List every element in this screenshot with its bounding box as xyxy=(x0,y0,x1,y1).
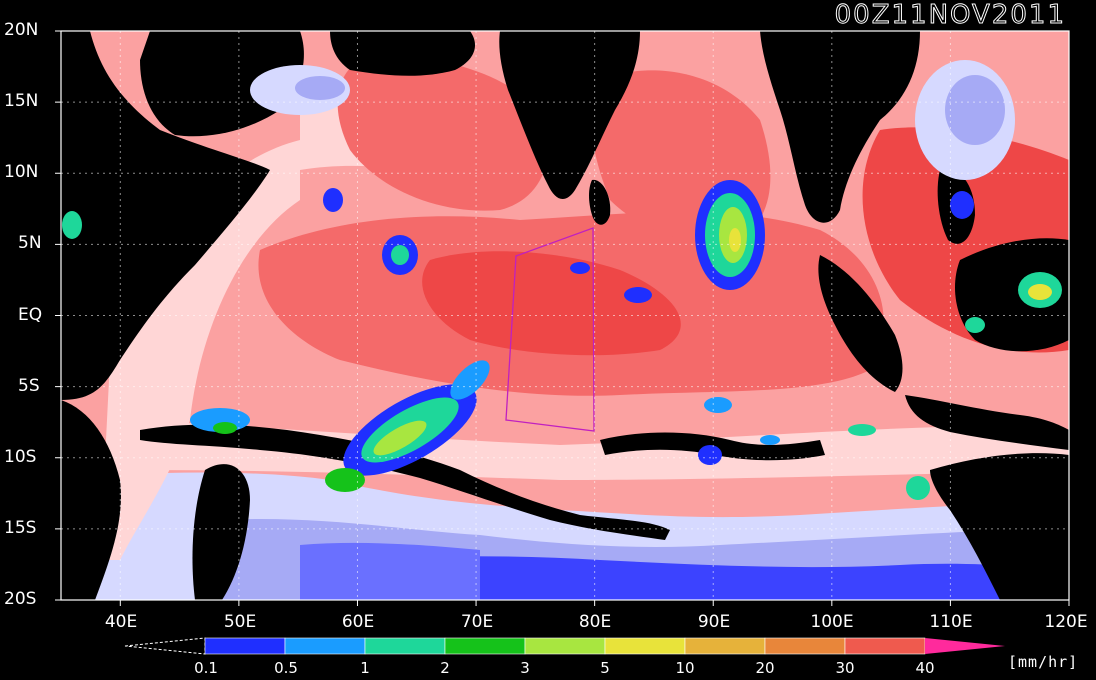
land-myanmar-indochina xyxy=(760,31,920,223)
lon-label-60e: 60E xyxy=(341,612,375,632)
rain-cluster-misc xyxy=(62,188,974,500)
colorbar xyxy=(124,637,1005,655)
land-southern-streak xyxy=(140,424,670,540)
colorbar-unit: [mm/hr] xyxy=(1008,653,1079,671)
colorbar-tick-0-1: 0.1 xyxy=(194,659,218,677)
lon-label-120e: 120E xyxy=(1044,612,1088,632)
cool-band-deep xyxy=(360,556,1050,600)
colorbar-tick-20: 20 xyxy=(755,659,775,677)
colorbar-swatch xyxy=(284,637,366,655)
colorbar-swatch xyxy=(364,637,446,655)
colorbar-swatch xyxy=(204,637,286,655)
colorbar-over-arrow xyxy=(925,638,1005,654)
ocean-max-core xyxy=(422,251,681,356)
land-madagascar xyxy=(192,464,250,600)
graticule xyxy=(61,31,1069,600)
rain-cluster-southwest xyxy=(190,360,490,492)
colorbar-tick-5: 5 xyxy=(600,659,610,677)
lat-label-15s: 15S xyxy=(4,518,37,538)
lon-label-80e: 80E xyxy=(578,612,612,632)
land-africa xyxy=(61,31,270,400)
timestamp-title: 00Z11NOV2011 xyxy=(834,0,1066,31)
rain-cluster-bay-of-bengal xyxy=(695,180,765,290)
colorbar-swatch xyxy=(764,637,846,655)
rain-cluster-borneo xyxy=(965,272,1062,333)
lon-label-50e: 50E xyxy=(223,612,257,632)
lat-label-eq: EQ xyxy=(18,305,43,325)
colorbar-swatch xyxy=(684,637,766,655)
colorbar-tick-3: 3 xyxy=(520,659,530,677)
colorbar-tick-10: 10 xyxy=(675,659,695,677)
lon-label-70e: 70E xyxy=(460,612,494,632)
land-sri-lanka xyxy=(589,179,611,225)
ocean-strong-arabian xyxy=(337,57,548,211)
axis-ticks xyxy=(55,30,1070,606)
analysis-box xyxy=(505,227,595,432)
lat-label-5s: 5S xyxy=(18,376,40,396)
colorbar-swatch xyxy=(844,637,926,655)
lat-label-15n: 15N xyxy=(4,91,39,111)
land-arabia xyxy=(140,31,304,137)
colorbar-tick-0-5: 0.5 xyxy=(274,659,298,677)
land-java xyxy=(905,395,1069,450)
lon-label-100e: 100E xyxy=(810,612,854,632)
lon-label-110e: 110E xyxy=(929,612,973,632)
land-sumatra xyxy=(818,255,903,392)
land-india xyxy=(499,31,640,200)
colorbar-tick-1: 1 xyxy=(360,659,370,677)
cool-patches-north xyxy=(250,60,1015,180)
lat-label-5n: 5N xyxy=(18,233,42,253)
land-east-africa-coast xyxy=(61,400,121,600)
lon-label-90e: 90E xyxy=(697,612,731,632)
land-iran-pakistan xyxy=(330,31,475,76)
lat-label-10n: 10N xyxy=(4,162,39,182)
lat-label-10s: 10S xyxy=(4,447,37,467)
colorbar-swatch xyxy=(524,637,606,655)
colorbar-under-arrow xyxy=(124,637,206,655)
colorbar-tick-2: 2 xyxy=(440,659,450,677)
colorbar-tick-30: 30 xyxy=(835,659,855,677)
cool-band-deep-2 xyxy=(300,542,480,600)
lon-label-40e: 40E xyxy=(104,612,138,632)
colorbar-swatch xyxy=(604,637,686,655)
lat-label-20s: 20S xyxy=(4,589,37,609)
colorbar-tick-40: 40 xyxy=(915,659,935,677)
land-australia xyxy=(930,453,1069,600)
colorbar-swatch xyxy=(444,637,526,655)
lat-label-20n: 20N xyxy=(4,20,39,40)
map-plot xyxy=(61,31,1069,600)
